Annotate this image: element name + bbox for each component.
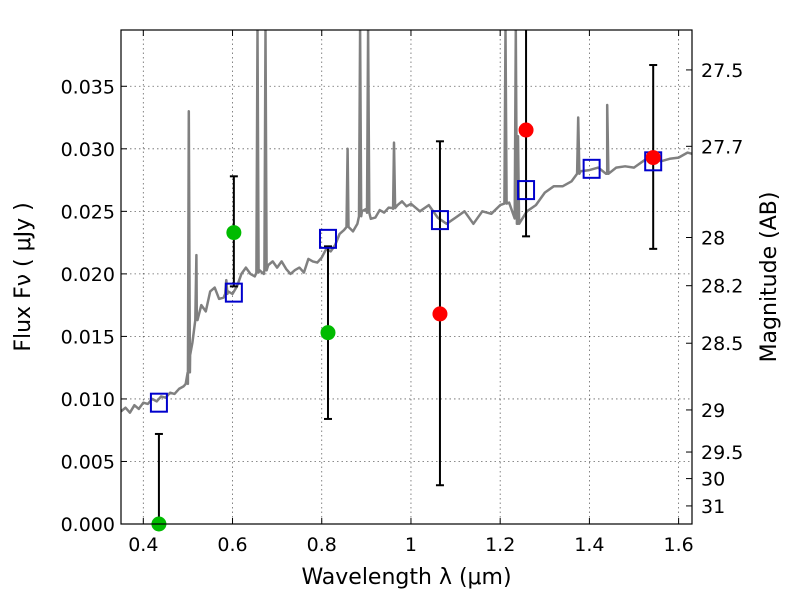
model-point (149, 392, 168, 413)
mag-tick-label: 27.5 (701, 60, 743, 82)
y-tick-label: 0.030 (61, 139, 115, 161)
mag-tick-label: 30 (701, 469, 725, 491)
error-bars (154, 30, 658, 525)
x-tick-label: 1 (405, 534, 417, 556)
red-point (645, 150, 661, 166)
y-tick-label: 0.005 (61, 451, 115, 473)
mag-tick-label: 31 (701, 496, 725, 518)
plot-frame (120, 29, 693, 525)
x-axis-label: Wavelength λ (μm) (301, 565, 511, 590)
y-tick-label: 0.010 (61, 389, 115, 411)
model-spectrum (121, 30, 692, 414)
x-tick-label: 1.6 (664, 534, 694, 556)
x-tick-label: 0.6 (217, 534, 247, 556)
mag-tick-label: 27.7 (701, 136, 743, 158)
model-point (517, 180, 536, 201)
x-tick-label: 1.2 (485, 534, 515, 556)
mag-tick-label: 28.5 (701, 333, 743, 355)
model-point (318, 228, 337, 249)
model-point (224, 282, 243, 303)
model-point (430, 210, 449, 231)
axis-ticks (121, 30, 692, 525)
mag-tick-label: 29.5 (701, 442, 743, 464)
x-tick-label: 0.4 (128, 534, 158, 556)
data-points (149, 122, 663, 532)
x-tick-label: 0.8 (307, 534, 337, 556)
model-point (582, 158, 601, 179)
green-point (226, 225, 242, 241)
green-point (320, 325, 336, 341)
y-tick-label: 0.025 (61, 201, 115, 223)
red-point (432, 306, 448, 322)
mag-tick-label: 29 (701, 400, 725, 422)
spectrum-line (121, 30, 692, 414)
mag-tick-label: 28.2 (701, 276, 743, 298)
y-tick-label: 0.020 (61, 264, 115, 286)
red-point (518, 122, 534, 138)
y2-axis-label: Magnitude (AB) (757, 192, 782, 363)
x-tick-label: 1.4 (574, 534, 604, 556)
mag-tick-label: 28 (701, 227, 725, 249)
tick-labels: 0.4 0.6 0.8 1 1.2 1.4 1.6 0.000 0.005 0.010 0.015 0… (61, 60, 744, 556)
y-tick-label: 0.015 (61, 326, 115, 348)
y-axis-label: Flux Fν ( μJy ) (11, 202, 36, 351)
y-tick-label: 0.035 (61, 76, 115, 98)
y-tick-label: 0.000 (61, 514, 115, 536)
